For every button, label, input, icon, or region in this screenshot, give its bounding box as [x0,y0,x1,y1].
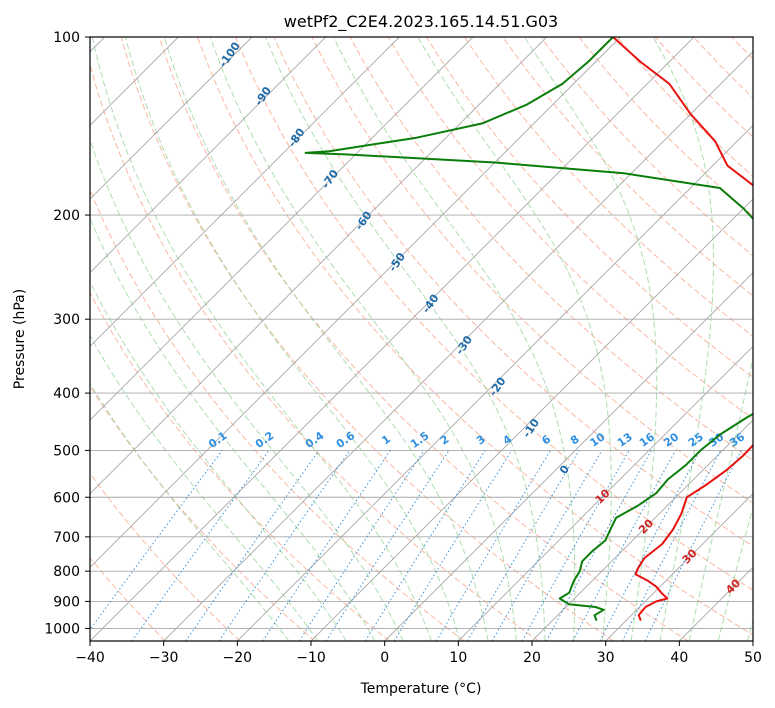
mixing-ratio-line [644,450,742,641]
moist-adiabat-line [163,37,489,641]
moist-adiabat-line [688,355,753,641]
isotherm-line [90,37,400,347]
isotherm-line [90,37,326,274]
mixing-ratio-line [298,450,425,641]
dry-adiabats [90,37,753,641]
isotherm-line [237,124,753,641]
x-tick-label: 20 [523,650,541,666]
mixing-ratio-line [545,450,652,641]
chart-title: wetPf2_C2E4.2023.165.14.51.G03 [284,12,558,32]
isotherm-line [163,51,753,641]
y-tick-label: 400 [53,386,80,402]
dry-adiabat-line [90,556,166,641]
isotherm-line [531,419,753,641]
y-axis-ticks: 100 200 300 400 500 600 700 800 900 1000 [44,30,90,637]
dry-adiabat-line [235,37,753,591]
isotherms [90,37,753,641]
mixing-ratio-line [131,450,270,641]
dry-adiabat-line [90,291,390,641]
mixing-ratio-line [572,450,676,641]
moist-adiabat-line [125,37,461,641]
x-tick-label: 0 [380,650,389,666]
y-tick-label: 1000 [44,621,80,637]
isotherm-line [90,37,695,641]
plot-frame [89,36,754,642]
dry-adiabat-line [273,37,753,547]
x-tick-label: 10 [449,650,467,666]
moist-adiabat-line [332,37,576,641]
mixing-ratio-line [262,450,391,641]
x-tick-label: −10 [296,650,326,666]
x-axis-label: Temperature (°C) [360,681,482,697]
dry-adiabat-line [311,37,753,504]
mixing-ratio-lines [90,450,742,641]
sounding-series [304,37,753,621]
isotherm-line [605,493,753,641]
mixing-ratio-line [325,450,450,641]
y-tick-label: 300 [53,312,80,328]
dewpoint-profile-line [304,37,753,621]
moist-adiabat-line [90,280,347,641]
moist-adiabats [90,37,753,641]
temperature-profile-line [612,37,753,621]
y-axis-label: Pressure (hPa) [12,289,28,389]
x-axis-ticks: −40 −30 −20 −10 0 10 20 30 40 50 [75,641,762,666]
x-tick-label: 40 [670,650,688,666]
dry-adiabat-line [90,62,540,641]
x-tick-label: 50 [744,650,762,666]
pressure-gridlines [90,37,753,629]
y-tick-label: 800 [53,564,80,580]
mixing-ratio-line [218,450,351,641]
isotherm-line [310,198,753,641]
isotherm-line [384,272,753,641]
moist-adiabat-line [209,37,517,641]
moist-adiabat-line [90,138,404,641]
y-tick-label: 100 [53,30,80,46]
y-tick-label: 600 [53,490,80,506]
y-tick-label: 900 [53,594,80,610]
dry-adiabat-line [90,188,465,641]
moist-adiabat-line [90,334,319,641]
moist-adiabat-line [265,37,546,641]
isotherm-line [458,345,753,641]
dry-adiabat-line [502,37,753,297]
isotherm-line [90,37,547,495]
dry-adiabat-line [90,472,241,641]
dry-adiabat-line [387,37,753,420]
mixing-ratio-line [185,450,320,641]
y-tick-label: 700 [53,530,80,546]
plot-area: 0.1 0.2 0.4 0.6 1 1.5 2 3 4 6 8 10 13 16 20 25 30 36-100-… [90,37,753,641]
moist-adiabat-line [90,382,290,641]
dry-adiabat-line [349,37,753,462]
x-tick-label: −20 [223,650,253,666]
isotherm-line [90,37,621,568]
moist-adiabat-line [90,217,376,641]
y-tick-label: 200 [53,208,80,224]
mixing-ratio-line [393,450,513,641]
moist-adiabat-line [523,37,658,641]
moist-adiabat-line [417,37,612,641]
x-tick-label: 30 [597,650,615,666]
isotherm-line [90,37,253,200]
mixing-ratio-line [621,450,722,641]
y-tick-label: 500 [53,443,80,459]
mixing-ratio-line [90,450,223,631]
x-tick-label: −40 [75,650,105,666]
moist-adiabat-line [652,37,714,641]
mixing-ratio-line [521,450,630,641]
dry-adiabat-line [464,37,753,337]
isotherm-line [90,37,474,421]
x-tick-label: −30 [149,650,179,666]
moist-adiabat-line [91,37,432,641]
